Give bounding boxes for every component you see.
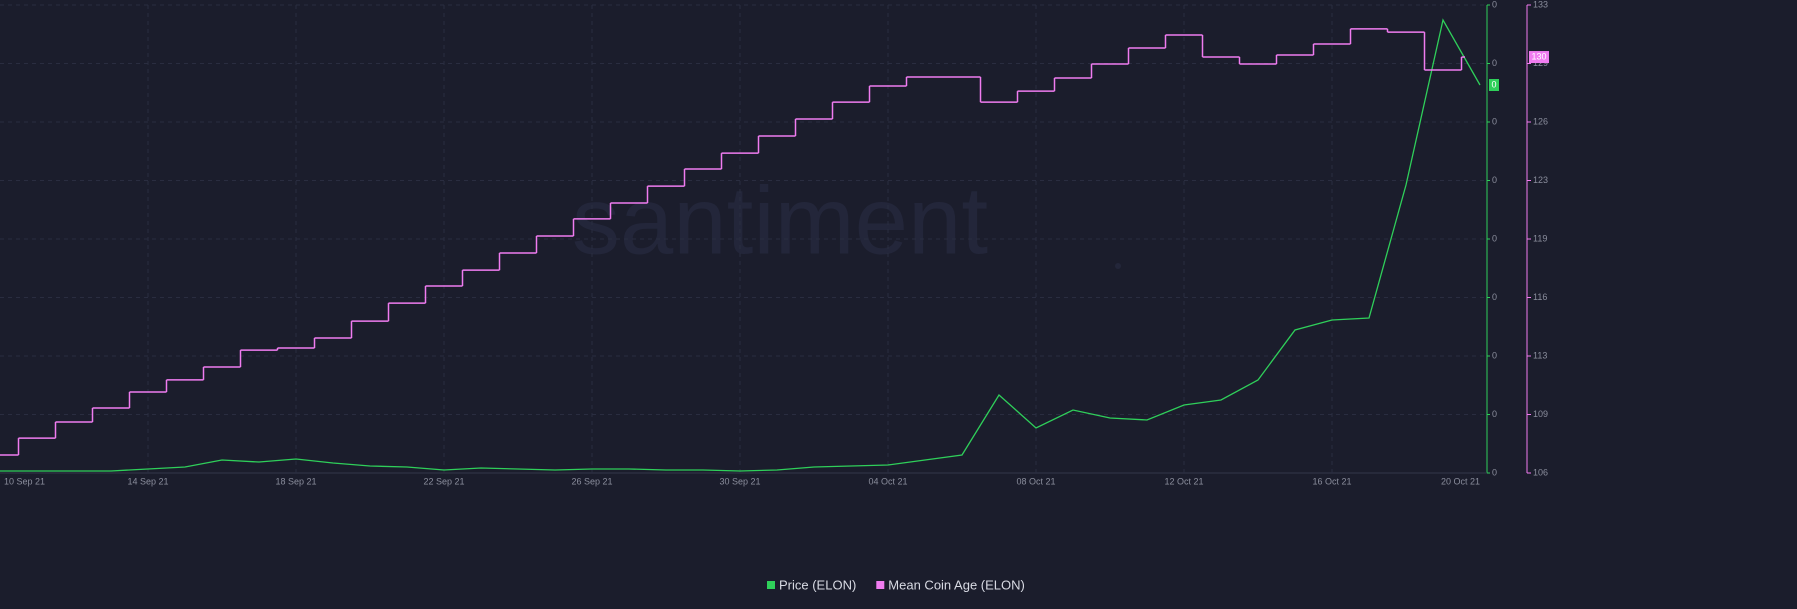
legend-swatch [767,581,775,589]
y-tick-label: 0 [1492,292,1497,302]
y2-tick-label: 109 [1533,409,1548,419]
y-tick-label: 0 [1492,175,1497,185]
x-tick-label: 04 Oct 21 [868,476,907,486]
badge-label: 0 [1491,79,1496,89]
y2-tick-label: 123 [1533,175,1548,185]
legend-swatch [876,581,885,589]
y2-tick-label: 126 [1533,116,1548,126]
watermark-dot [1115,263,1121,269]
x-tick-label: 16 Oct 21 [1312,476,1351,486]
badge-label: 130 [1531,51,1546,61]
x-tick-label: 08 Oct 21 [1016,476,1055,486]
step-riser [17,28,1463,456]
y2-tick-label: 119 [1533,233,1547,243]
y-tick-label: 0 [1492,233,1497,243]
y-tick-label: 0 [1492,467,1497,477]
x-tick-label: 20 Oct 21 [1441,476,1480,486]
badge-box [1529,51,1549,64]
x-tick-label: 30 Sep 21 [719,476,760,486]
y-tick-label: 0 [1492,0,1497,9]
badge-box [1489,78,1499,91]
x-tick-label: 26 Sep 21 [571,476,612,486]
y-tick-label: 0 [1492,58,1497,68]
y2-tick-label: 113 [1533,350,1547,360]
x-tick-label: 22 Sep 21 [423,476,464,486]
x-tick-label: 12 Oct 21 [1164,476,1203,486]
legend-label: Price (ELON) [779,577,856,592]
y2-tick-label: 106 [1533,467,1548,477]
y-tick-label: 0 [1492,409,1497,419]
last-value-badge: 130 [1529,51,1549,64]
watermark: santiment [572,167,988,274]
y2-tick-label: 116 [1533,292,1547,302]
price-line [0,18,1481,472]
y2-tick-label: 133 [1533,0,1548,9]
legend-label: Mean Coin Age (ELON) [888,577,1025,592]
legend: Price (ELON) Mean Coin Age (ELON) [767,577,1025,592]
last-value-badge: 0 [1489,78,1499,91]
y-tick-label: 0 [1492,350,1497,360]
x-tick-label: 10 Sep 21 [4,476,45,486]
y-tick-label: 0 [1492,116,1497,126]
x-tick-label: 18 Sep 21 [275,476,316,486]
x-tick-label: 14 Sep 21 [127,476,168,486]
